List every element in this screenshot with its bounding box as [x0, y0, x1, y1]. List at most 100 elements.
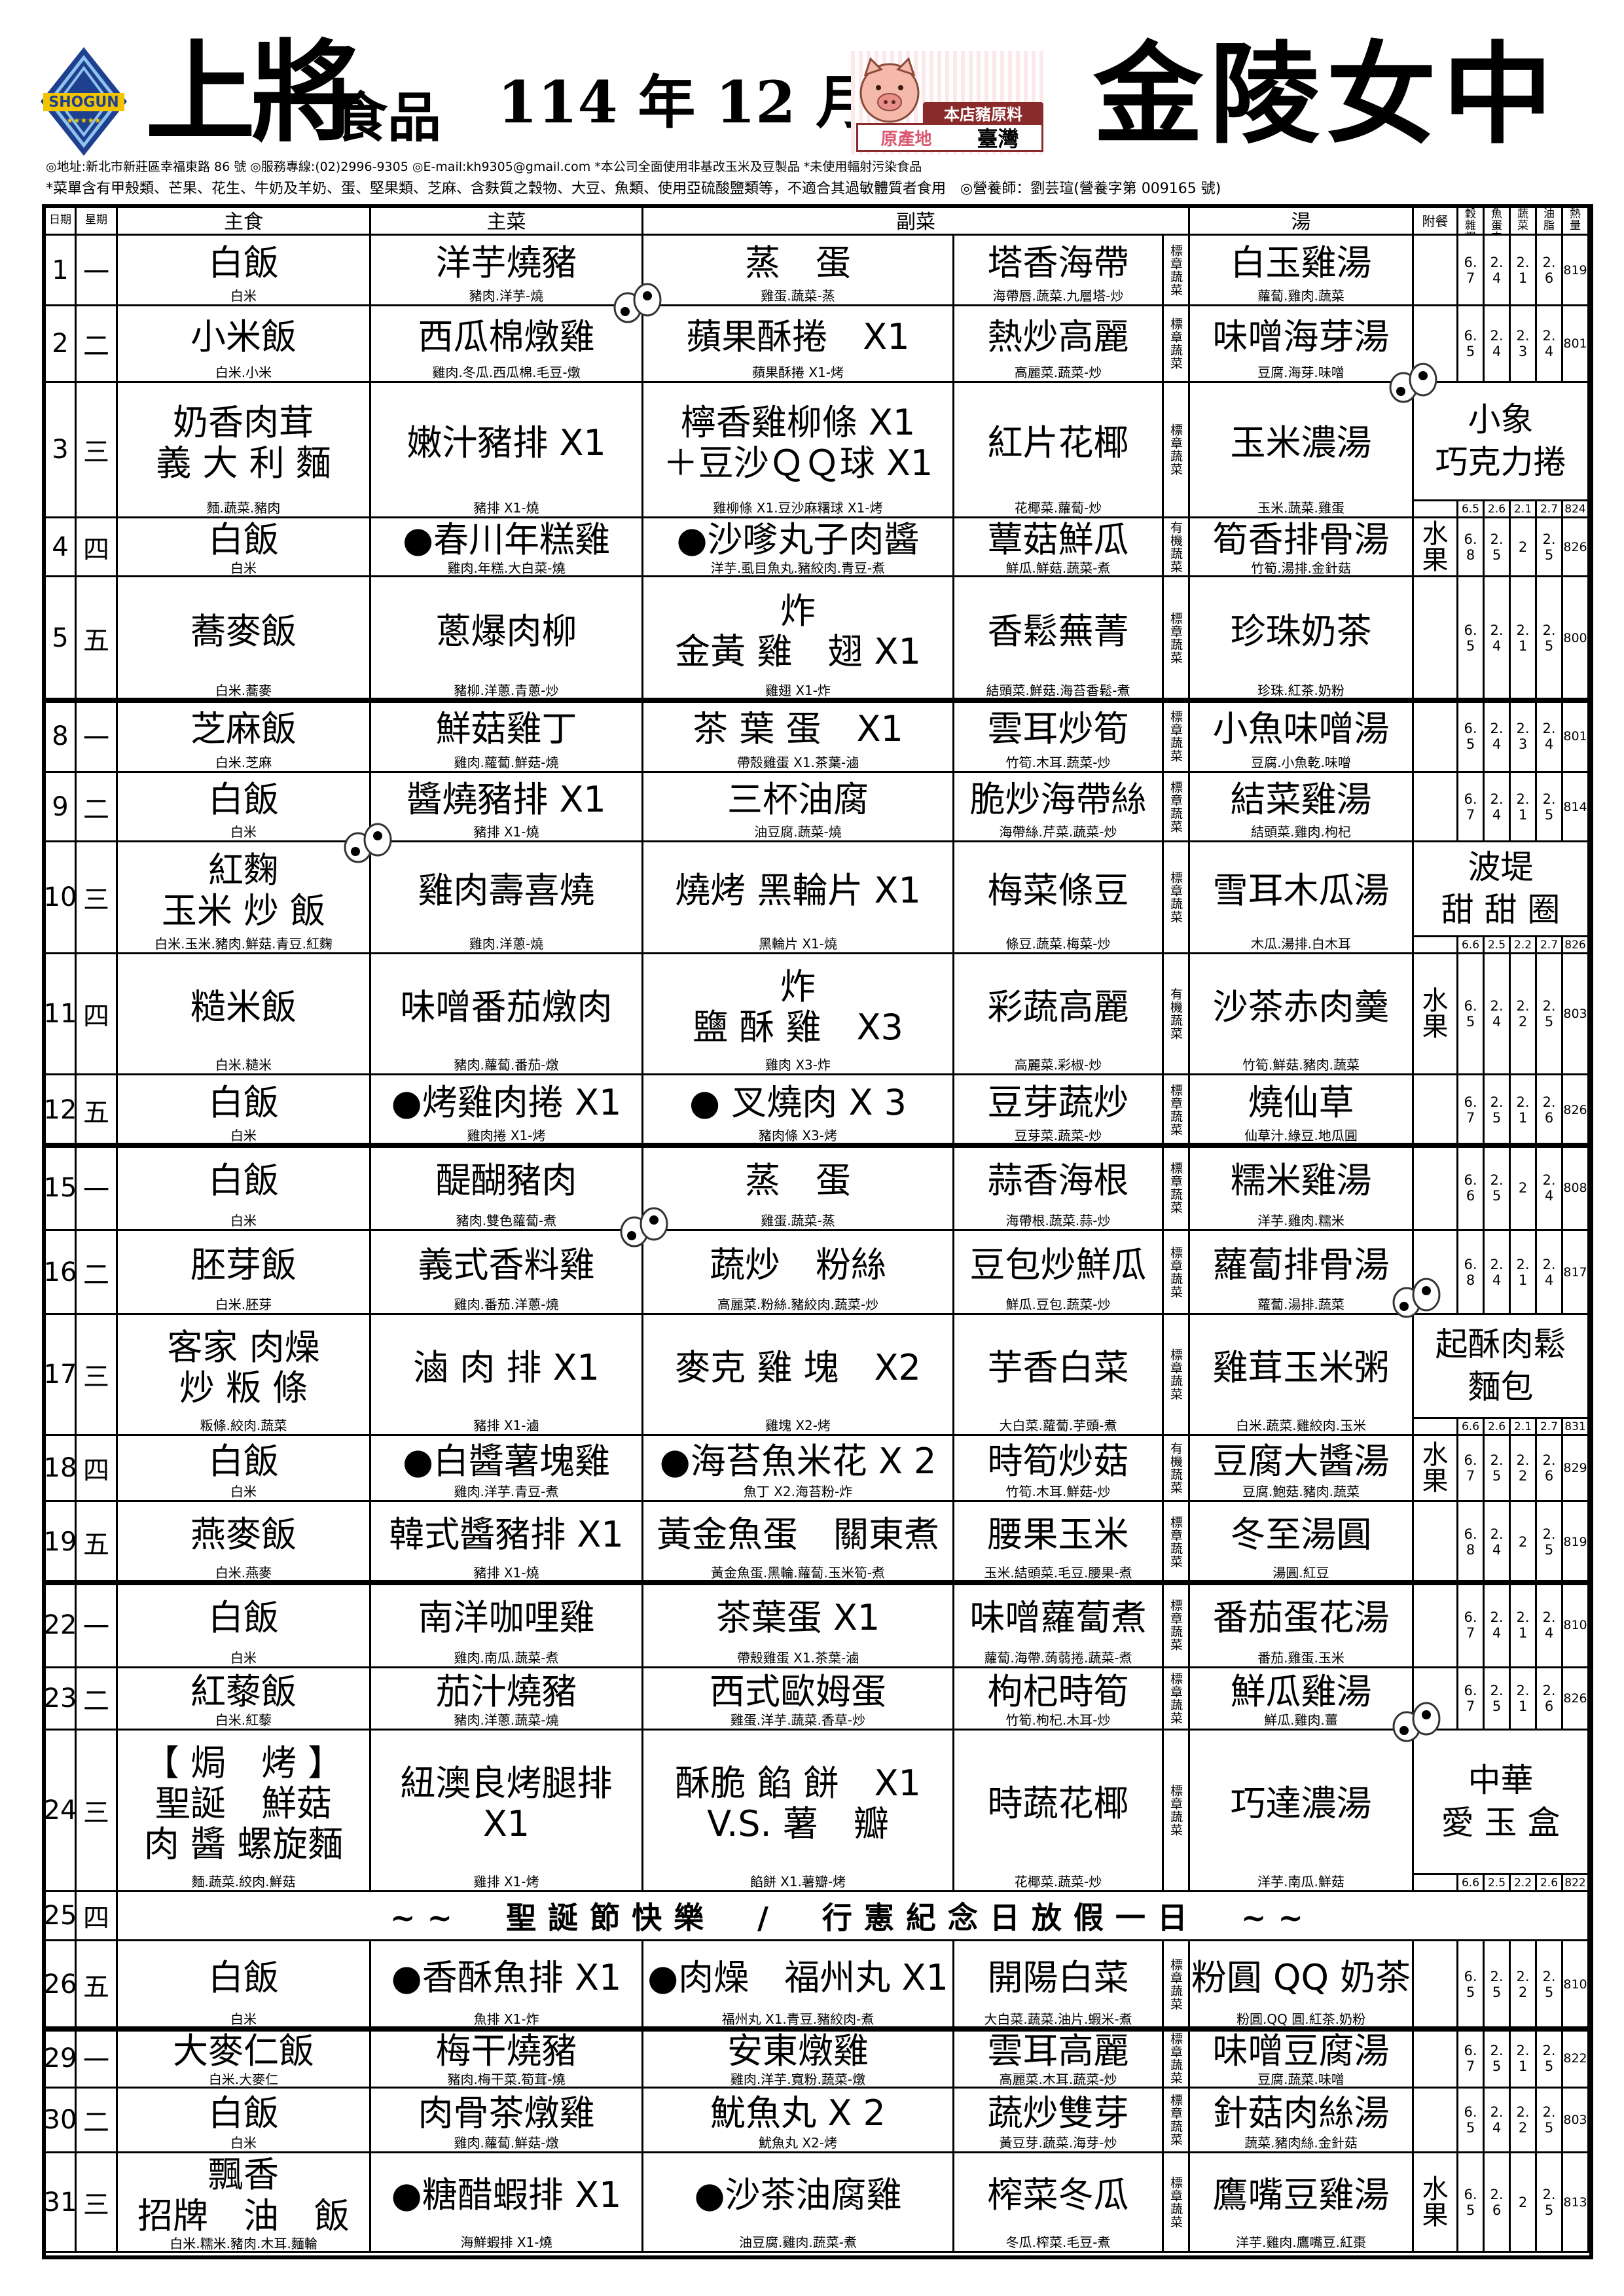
soup-name: 糯米雞湯 — [1230, 1160, 1372, 1202]
main-dish-cell: 味噌番茄燉肉 豬肉.蘿蔔.番茄-燉 — [371, 954, 643, 1075]
side-dish-name: 炸 鹽 酥 雞 X3 — [693, 965, 903, 1048]
protein-value: 2.4 — [1490, 254, 1504, 286]
vegetable-dish-ingredients: 大白菜.蘿蔔.芋頭-煮 — [999, 1418, 1117, 1433]
staple-name: 白飯 — [208, 1440, 279, 1482]
vegetable-value: 2 — [1518, 1534, 1528, 1550]
grain-value: 6.6 — [1461, 1420, 1480, 1433]
allergen-notice: *菜單含有甲殼類、芒果、花生、牛奶及羊奶、蛋、堅果類、芝麻、含麩質之穀物、大豆、… — [46, 181, 1221, 197]
nutrition-cell: 2.5 — [1485, 1146, 1511, 1231]
weekday-cell: 一 — [77, 701, 118, 773]
vegetable-certification-label: 標章蔬菜 — [1168, 1348, 1183, 1401]
vegetable-dish-cell: 塔香海帶 海帶唇.蔬菜.九層塔-炒 — [954, 236, 1164, 306]
main-dish-ingredients: 豬柳.洋蔥.青蔥-炒 — [454, 683, 559, 698]
kcal-value: 822 — [1563, 2051, 1587, 2066]
nutrition-cell: 2 — [1511, 518, 1537, 577]
side-dish-ingredients: 雞柳條 X1.豆沙麻糬球 X1-烤 — [713, 500, 883, 516]
nutrition-cell: 2.2 — [1511, 954, 1537, 1075]
staple-name: 蕎麥飯 — [190, 610, 297, 652]
grain-value: 6.5 — [1464, 2186, 1477, 2218]
side-dish-ingredients: 黃金魚蛋.黑輪.蘿蔔.玉米筍-煮 — [710, 1565, 886, 1581]
staple-ingredients: 白米.胚芽 — [215, 1297, 272, 1312]
main-dish-cell: ●春川年糕雞 雞肉.年糕.大白菜-燒 — [371, 518, 643, 577]
side-dish-name: ●沙嗲丸子肉醬 — [676, 519, 920, 561]
weekday-cell: 五 — [77, 1941, 118, 2030]
vegetable-certification-label: 標章蔬菜 — [1168, 1161, 1183, 1214]
vegetable-label-cell: 標章蔬菜 — [1164, 2030, 1190, 2089]
side-dish-ingredients: 洋芋.虱目魚丸.豬絞肉.青豆-煮 — [710, 560, 886, 576]
nutrition-cell: 6.6 — [1458, 1875, 1485, 1892]
soup-cell: 沙茶赤肉羹竹筍.鮮菇.豬肉.蔬菜 — [1190, 954, 1414, 1075]
extra-cell — [1414, 1231, 1458, 1315]
side-dish-cell: ●沙茶油腐雞 油豆腐.雞肉.蔬菜-煮 — [643, 2153, 954, 2253]
weekday-cell: 五 — [77, 577, 118, 701]
main-dish-name: 梅干燒豬 — [435, 2030, 577, 2072]
vegetable-dish-cell: 枸杞時筍 竹筍.枸杞.木耳-炒 — [954, 1668, 1164, 1731]
vegetable-dish-cell: 蕈菇鮮瓜 鮮瓜.鮮菇.蔬菜-煮 — [954, 518, 1164, 577]
vegetable-label-cell: 標章蔬菜 — [1164, 1502, 1190, 1583]
vegetable-dish-cell: 蔬炒雙芽 黃豆芽.蔬菜.海芽-炒 — [954, 2089, 1164, 2153]
soup-ingredients: 竹筍.鮮菇.豬肉.蔬菜 — [1242, 1057, 1360, 1073]
side-dish-name: 燒烤 黑輪片 X1 — [675, 869, 921, 911]
weekday-cell: 三 — [77, 1731, 118, 1892]
side-dish-ingredients: 魷魚丸 X2-烤 — [759, 2135, 837, 2151]
protein-value: 2.5 — [1490, 2042, 1504, 2074]
main-dish-cell: 洋芋燒豬 豬肉.洋芋-燒 — [371, 236, 643, 306]
nutrition-cell: 801 — [1563, 306, 1589, 383]
soup-name: 針菇肉絲湯 — [1212, 2092, 1390, 2134]
vegetable-dish-name: 彩蔬高麗 — [987, 986, 1129, 1028]
kcal-value: 814 — [1563, 799, 1587, 814]
protein-value: 2.5 — [1490, 1452, 1504, 1484]
vegetable-label-cell: 標章蔬菜 — [1164, 773, 1190, 842]
date: 3 — [52, 435, 69, 465]
week-divider — [42, 1143, 1593, 1148]
weekday-cell: 三 — [77, 2153, 118, 2253]
protein-value: 2.5 — [1490, 1683, 1504, 1714]
nutrition-cell: 2.5 — [1537, 773, 1563, 842]
logo-text: SHOGUN — [48, 94, 118, 111]
weekday: 一 — [83, 257, 109, 288]
nutrition-cell: 2.5 — [1485, 518, 1511, 577]
main-dish-name: 紐澳良烤腿排 X1 — [400, 1762, 613, 1844]
soup-cell: 番茄蛋花湯 番茄.雞蛋.玉米 — [1190, 1583, 1414, 1668]
date-cell: 1 — [46, 236, 77, 306]
vegetable-label-cell: 標章蔬菜 — [1164, 236, 1190, 306]
side-dish-name: ● 叉燒肉 X 3 — [689, 1082, 907, 1124]
weekday-cell: 二 — [77, 1231, 118, 1315]
nutrition-cell: 2.4 — [1537, 701, 1563, 773]
side-dish-cell: 茶 葉 蛋 X1 帶殼雞蛋 X1.茶葉-滷 — [643, 701, 954, 773]
nutrition-cell: 800 — [1563, 577, 1589, 701]
nutrition-cell: 803 — [1563, 2089, 1589, 2153]
main-dish-cell: 義式香料雞 雞肉.番茄.洋蔥-燒 — [371, 1231, 643, 1315]
soup-ingredients: 番茄.雞蛋.玉米 — [1257, 1650, 1344, 1666]
staple-ingredients: 白米 — [230, 1484, 257, 1499]
kcal-value: 800 — [1563, 631, 1587, 645]
extra-cell — [1414, 701, 1458, 773]
staple-ingredients: 白米.蕎麥 — [215, 683, 272, 698]
side-dish-name: 黃金魚蛋 關東煮 — [657, 1514, 939, 1556]
protein-value: 2.4 — [1490, 720, 1504, 752]
soup-name: 沙茶赤肉羹 — [1212, 986, 1390, 1028]
oil-value: 2.6 — [1542, 254, 1556, 286]
soup-ingredients: 蘿蔔.湯排.蔬菜 — [1257, 1297, 1344, 1312]
nutrition-cell: 2.1 — [1511, 1583, 1537, 1668]
date: 31 — [46, 2187, 77, 2217]
main-dish-name: ●糖醋蝦排 X1 — [391, 2174, 622, 2216]
date-cell: 23 — [46, 1668, 77, 1731]
vegetable-label-cell: 標章蔬菜 — [1164, 842, 1190, 954]
date: 8 — [52, 721, 69, 751]
main-dish-ingredients: 雞肉.冬瓜.西瓜棉.毛豆-燉 — [432, 365, 581, 380]
header-side: 副菜 — [643, 206, 1190, 236]
vegetable-dish-cell: 梅菜條豆 條豆.蔬菜.梅菜-炒 — [954, 842, 1164, 954]
nutrition-cell: 2.4 — [1537, 306, 1563, 383]
staple-name: 小米飯 — [190, 315, 297, 357]
soup-cell: 鷹嘴豆雞湯 洋芋.雞肉.鷹嘴豆.紅棗 — [1190, 2153, 1414, 2253]
nutrition-cell: 2.2 — [1511, 1875, 1537, 1892]
header-oil: 油脂 — [1537, 206, 1563, 236]
vegetable-label-cell: 標章蔬菜 — [1164, 306, 1190, 383]
date: 30 — [46, 2105, 77, 2135]
menu-period: 114 年 12 月 — [497, 68, 874, 136]
soup-cell: 玉米濃湯 玉米.蔬菜.雞蛋 — [1190, 383, 1414, 518]
kcal-value: 808 — [1563, 1180, 1587, 1195]
date: 25 — [46, 1901, 77, 1931]
date: 29 — [46, 2043, 77, 2073]
